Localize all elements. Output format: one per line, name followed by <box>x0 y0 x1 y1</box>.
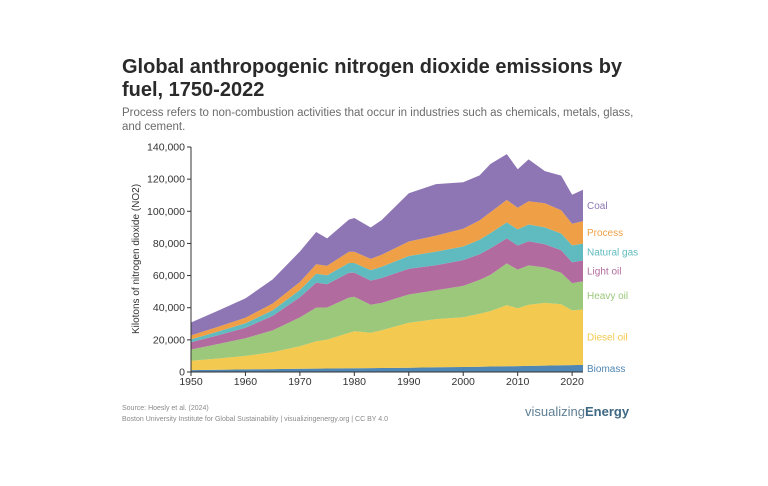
brand-suffix: Energy <box>584 404 630 419</box>
y-tick-label: 20,000 <box>153 334 185 346</box>
area-natural-gas <box>191 222 583 343</box>
area-heavy-oil <box>191 263 583 361</box>
axes: 0 20,000 40,000 60,000 80,000 100,000 120,000 1… <box>147 142 584 389</box>
x-tick-label: 2020 <box>560 376 584 388</box>
x-tick-label: 2010 <box>506 376 530 388</box>
x-tick-label: 1970 <box>288 376 312 388</box>
x-tick-label: 1950 <box>179 376 203 388</box>
y-tick-label: 100,000 <box>147 206 185 218</box>
series-label-natural-gas: Natural gas <box>587 248 638 259</box>
series-labels: Biomass Diesel oil Heavy oil Light oil Natur… <box>587 201 638 375</box>
series-label-coal: Coal <box>587 201 608 212</box>
y-axis-label: Kilotons of nitrogen dioxide (NO2) <box>131 184 142 334</box>
brand-prefix: visualizing <box>525 404 585 419</box>
x-tick-label: 2000 <box>452 376 476 388</box>
area-process <box>191 199 583 340</box>
series-label-process: Process <box>587 228 623 239</box>
area-light-oil <box>191 238 583 350</box>
x-tick-label: 1990 <box>397 376 421 388</box>
area-biomass <box>191 364 583 372</box>
credit-note: Boston University Institute for Global S… <box>122 416 389 423</box>
y-tick-label: 60,000 <box>153 270 185 282</box>
y-tick-label: 80,000 <box>153 238 185 250</box>
x-tick-label: 1980 <box>343 376 367 388</box>
chart-title: Global anthropogenic nitrogen dioxide em… <box>122 56 623 101</box>
y-tick-label: 120,000 <box>147 174 185 186</box>
brand-logo: visualizingEnergy <box>525 404 629 419</box>
area-layers <box>191 154 583 372</box>
series-label-heavy-oil: Heavy oil <box>587 291 628 302</box>
area-diesel-oil <box>191 302 583 371</box>
series-label-biomass: Biomass <box>587 364 625 375</box>
y-tick-label: 140,000 <box>147 142 185 154</box>
x-tick-label: 1960 <box>234 376 258 388</box>
series-label-light-oil: Light oil <box>587 266 621 277</box>
area-coal <box>191 154 583 336</box>
y-tick-label: 0 <box>179 367 185 379</box>
source-note: Source: Hoesly et al. (2024) <box>122 405 209 412</box>
y-tick-label: 40,000 <box>153 302 185 314</box>
series-label-diesel-oil: Diesel oil <box>587 333 628 344</box>
chart-subtitle: Process refers to non-combustion activit… <box>122 107 634 133</box>
